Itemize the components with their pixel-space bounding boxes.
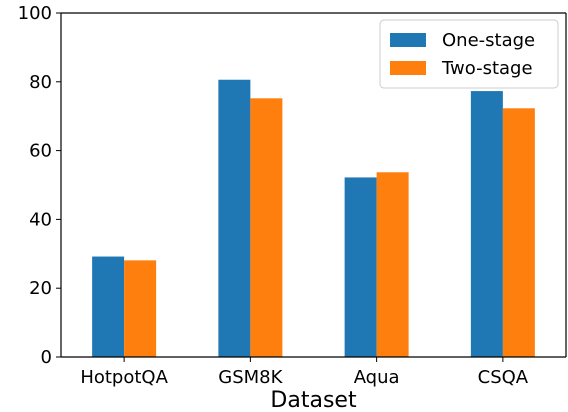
bar-one-stage-gsm8k — [218, 79, 251, 358]
y-tick-label: 0 — [41, 347, 52, 368]
bar-two-stage-hotpotqa — [124, 260, 157, 357]
axes-group — [60, 12, 567, 358]
x-tick-label: GSM8K — [218, 367, 283, 388]
bar-two-stage-gsm8k — [250, 98, 283, 357]
bar-one-stage-hotpotqa — [92, 256, 125, 357]
bar-one-stage-csqa — [470, 91, 503, 357]
legend-swatch — [390, 33, 426, 47]
legend: One-stage Two-stage — [379, 19, 559, 89]
legend-label: One-stage — [442, 30, 535, 51]
y-tick-label: 100 — [18, 3, 52, 24]
bar-one-stage-aqua — [344, 177, 377, 357]
x-axis-title: Dataset — [270, 388, 357, 412]
x-tick-label: Aqua — [354, 367, 400, 388]
y-tick-label: 40 — [29, 209, 52, 230]
bars-group — [92, 79, 535, 358]
y-tick-label: 80 — [29, 72, 52, 93]
x-tick-label: CSQA — [478, 367, 529, 388]
ticks-group: 0 20 40 60 80 100 HotpotQA GSM8K Aqua CSQA — [18, 3, 529, 388]
legend-label: Two-stage — [441, 58, 533, 79]
legend-swatch — [390, 61, 426, 75]
x-tick-label: HotpotQA — [80, 367, 168, 388]
bar-two-stage-aqua — [376, 172, 409, 357]
y-tick-label: 60 — [29, 141, 52, 162]
y-tick-label: 20 — [29, 278, 52, 299]
bar-two-stage-csqa — [502, 108, 535, 358]
